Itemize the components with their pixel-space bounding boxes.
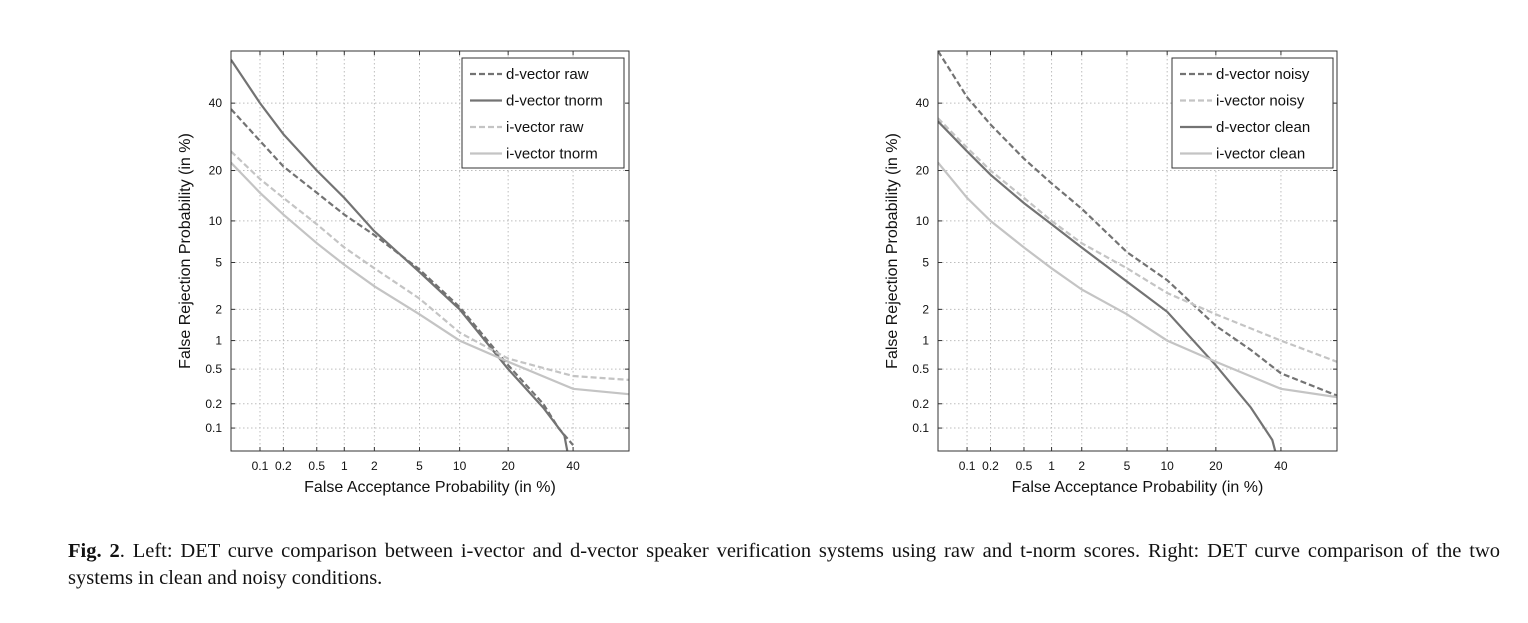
- x-tick-label: 40: [566, 459, 580, 473]
- y-tick-label: 5: [215, 256, 222, 270]
- figure-caption: Fig. 2. Left: DET curve comparison betwe…: [68, 538, 1500, 592]
- det-chart-left: 0.1 0.2 0.5 1 2 5 10 20 40 0.1 0.2 0.5 1 2 5 10 20 40 Fals…: [177, 50, 630, 496]
- ticks: 0.1 0.2 0.5 1 2 5 10 20 40 0.1 0.2 0.5 1 2 5 10 20 40: [912, 51, 1337, 473]
- y-tick-label: 40: [209, 96, 223, 110]
- x-tick-label: 20: [501, 459, 515, 473]
- series-line-d-vector-tnorm: [231, 59, 569, 451]
- series-line-i-vector-raw: [231, 150, 629, 381]
- y-axis-label: False Rejection Probability (in %): [884, 133, 901, 369]
- y-tick-label: 20: [209, 164, 223, 178]
- legend: d-vector noisy i-vector noisy d-vector cle…: [1171, 57, 1334, 169]
- y-tick-label: 0.5: [912, 362, 929, 376]
- plot-frame: [937, 50, 1338, 452]
- series-line-i-vector-noisy: [938, 117, 1337, 363]
- y-tick-label: 1: [215, 334, 222, 348]
- y-tick-label: 40: [916, 96, 930, 110]
- y-tick-label: 10: [209, 214, 223, 228]
- y-tick-label: 1: [922, 334, 929, 348]
- plot-frame: [230, 50, 630, 452]
- x-tick-label: 1: [341, 459, 348, 473]
- x-tick-label: 10: [1160, 459, 1174, 473]
- x-tick-label: 2: [1078, 459, 1085, 473]
- figure-canvas: 0.1 0.2 0.5 1 2 5 10 20 40 0.1 0.2 0.5 1 2 5 10 20 40 Fals…: [177, 50, 1338, 496]
- series-line-d-vector-noisy: [938, 51, 1337, 397]
- series-line-i-vector-clean: [938, 161, 1337, 399]
- x-tick-label: 0.1: [959, 459, 976, 473]
- legend-box: [461, 57, 625, 169]
- x-axis-label: False Acceptance Probability (in %): [1012, 479, 1264, 496]
- y-tick-label: 0.2: [912, 397, 929, 411]
- grid: [938, 51, 1337, 451]
- ticks: 0.1 0.2 0.5 1 2 5 10 20 40 0.1 0.2 0.5 1 2 5 10 20 40: [205, 51, 629, 473]
- legend-entry: d-vector clean: [1216, 119, 1310, 136]
- det-chart-right: 0.1 0.2 0.5 1 2 5 10 20 40 0.1 0.2 0.5 1 2 5 10 20 40 Fals…: [884, 50, 1338, 496]
- y-tick-label: 5: [922, 256, 929, 270]
- y-tick-label: 0.1: [912, 421, 929, 435]
- series-line-i-vector-tnorm: [231, 161, 629, 396]
- x-tick-label: 1: [1048, 459, 1055, 473]
- legend-entry: i-vector raw: [506, 119, 584, 136]
- legend-entry: d-vector noisy: [1216, 66, 1310, 83]
- series-line-d-vector-clean: [938, 120, 1277, 451]
- legend-entry: i-vector tnorm: [506, 146, 598, 163]
- series-group: [938, 51, 1337, 451]
- legend: d-vector raw d-vector tnorm i-vector raw i-…: [461, 57, 625, 169]
- caption-text: . Left: DET curve comparison between i-v…: [68, 540, 1500, 589]
- x-tick-label: 0.2: [275, 459, 292, 473]
- y-tick-label: 0.1: [205, 421, 222, 435]
- legend-entry: d-vector tnorm: [506, 93, 603, 110]
- y-tick-label: 0.5: [205, 362, 222, 376]
- y-tick-label: 20: [916, 164, 930, 178]
- x-tick-label: 0.1: [252, 459, 269, 473]
- y-tick-label: 0.2: [205, 397, 222, 411]
- legend-box: [1171, 57, 1334, 169]
- legend-entry: d-vector raw: [506, 66, 589, 83]
- y-tick-label: 2: [922, 302, 929, 316]
- y-tick-label: 2: [215, 302, 222, 316]
- x-tick-label: 5: [416, 459, 423, 473]
- y-axis-label: False Rejection Probability (in %): [177, 133, 194, 369]
- legend-entry: i-vector noisy: [1216, 93, 1305, 110]
- series-group: [231, 59, 629, 451]
- x-tick-label: 10: [453, 459, 467, 473]
- grid: [231, 51, 629, 451]
- x-tick-label: 2: [371, 459, 378, 473]
- x-tick-label: 5: [1124, 459, 1131, 473]
- x-tick-label: 0.5: [1016, 459, 1033, 473]
- legend-entry: i-vector clean: [1216, 146, 1305, 163]
- caption-label: Fig. 2: [68, 540, 120, 562]
- x-tick-label: 20: [1209, 459, 1223, 473]
- x-axis-label: False Acceptance Probability (in %): [304, 479, 556, 496]
- x-tick-label: 0.2: [982, 459, 999, 473]
- x-tick-label: 40: [1274, 459, 1288, 473]
- y-tick-label: 10: [916, 214, 930, 228]
- x-tick-label: 0.5: [308, 459, 325, 473]
